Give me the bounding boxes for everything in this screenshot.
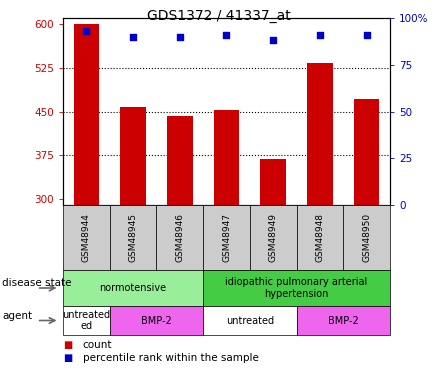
Point <box>316 32 323 38</box>
Bar <box>74 24 99 375</box>
Bar <box>354 99 379 375</box>
Point <box>83 28 90 34</box>
Bar <box>214 110 239 375</box>
Point <box>363 32 370 38</box>
Text: untreated
ed: untreated ed <box>62 310 110 331</box>
Bar <box>167 116 193 375</box>
Bar <box>260 159 286 375</box>
Text: GSM48945: GSM48945 <box>129 213 138 262</box>
Text: idiopathic pulmonary arterial
hypertension: idiopathic pulmonary arterial hypertensi… <box>226 277 367 299</box>
Text: GSM48947: GSM48947 <box>222 213 231 262</box>
Text: BMP-2: BMP-2 <box>328 315 359 326</box>
Bar <box>307 63 333 375</box>
Point <box>223 32 230 38</box>
Text: percentile rank within the sample: percentile rank within the sample <box>83 353 258 363</box>
Text: GDS1372 / 41337_at: GDS1372 / 41337_at <box>147 9 291 23</box>
Text: count: count <box>83 340 112 350</box>
Text: ■: ■ <box>63 353 72 363</box>
Text: normotensive: normotensive <box>99 283 166 293</box>
Point <box>270 38 277 44</box>
Text: BMP-2: BMP-2 <box>141 315 172 326</box>
Text: GSM48946: GSM48946 <box>175 213 184 262</box>
Bar <box>120 107 146 375</box>
Text: ■: ■ <box>63 340 72 350</box>
Text: GSM48950: GSM48950 <box>362 213 371 262</box>
Text: agent: agent <box>2 311 32 321</box>
Text: GSM48948: GSM48948 <box>315 213 325 262</box>
Text: GSM48949: GSM48949 <box>269 213 278 262</box>
Point <box>176 34 183 40</box>
Text: untreated: untreated <box>226 315 274 326</box>
Text: disease state: disease state <box>2 279 72 288</box>
Point <box>130 34 137 40</box>
Text: GSM48944: GSM48944 <box>82 213 91 262</box>
